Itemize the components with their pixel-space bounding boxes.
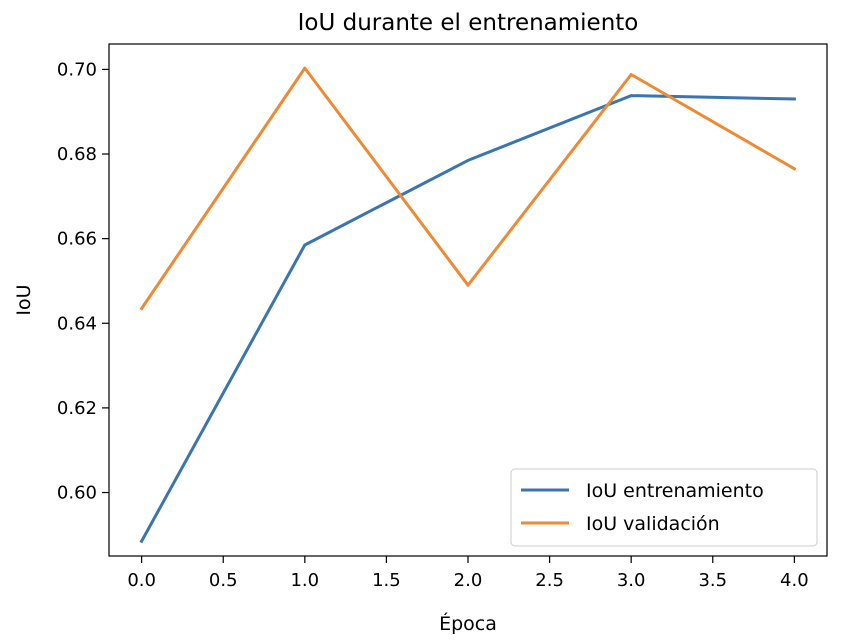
series-layer bbox=[139, 66, 797, 544]
y-tick-label: 0.68 bbox=[57, 144, 97, 165]
legend-box bbox=[510, 468, 818, 547]
data-point bbox=[792, 167, 796, 171]
y-tick-label: 0.62 bbox=[57, 398, 97, 419]
data-point bbox=[303, 243, 307, 247]
y-axis-title: IoU bbox=[13, 284, 35, 315]
y-axis: 0.60 0.62 0.64 0.66 0.68 0.70 bbox=[57, 59, 109, 504]
x-tick-label: 2.0 bbox=[454, 570, 483, 591]
x-tick-label: 0.5 bbox=[209, 570, 238, 591]
x-tick-label: 3.0 bbox=[617, 570, 646, 591]
data-point bbox=[140, 539, 144, 543]
legend: IoU entrenamiento IoU validación bbox=[510, 468, 818, 547]
data-point bbox=[466, 158, 470, 162]
data-point bbox=[629, 94, 633, 98]
x-tick-label: 4.0 bbox=[780, 570, 809, 591]
legend-label-train: IoU entrenamiento bbox=[586, 480, 764, 502]
chart-title: IoU durante el entrenamiento bbox=[298, 10, 639, 36]
data-point bbox=[466, 283, 470, 287]
x-tick-label: 3.5 bbox=[698, 570, 727, 591]
x-tick-label: 1.0 bbox=[290, 570, 319, 591]
x-tick-label: 1.5 bbox=[372, 570, 401, 591]
legend-label-validation: IoU validación bbox=[586, 513, 720, 535]
y-tick-label: 0.64 bbox=[57, 313, 97, 334]
y-tick-label: 0.60 bbox=[57, 483, 97, 504]
y-tick-label: 0.66 bbox=[57, 229, 97, 250]
x-tick-label: 0.0 bbox=[127, 570, 156, 591]
data-point bbox=[303, 66, 307, 70]
x-tick-label: 2.5 bbox=[535, 570, 564, 591]
x-axis: 0.0 0.5 1.0 1.5 2.0 2.5 3.0 3.5 4.0 bbox=[127, 556, 809, 591]
x-axis-title: Época bbox=[439, 612, 497, 635]
data-point bbox=[140, 307, 144, 310]
data-point bbox=[629, 73, 633, 76]
data-point bbox=[792, 97, 796, 101]
y-tick-label: 0.70 bbox=[57, 59, 97, 80]
